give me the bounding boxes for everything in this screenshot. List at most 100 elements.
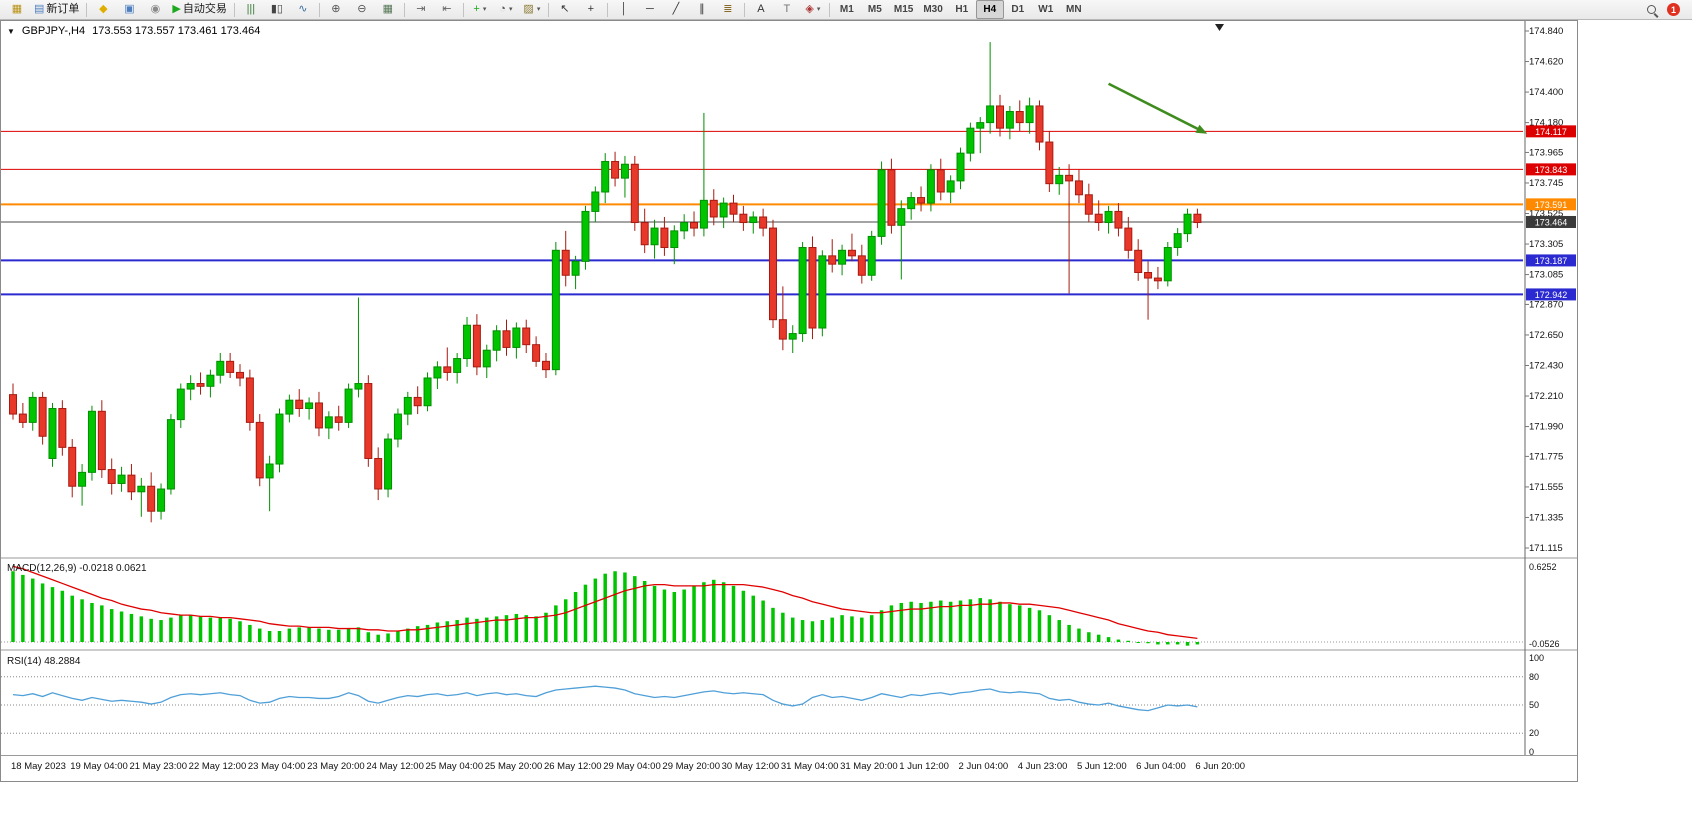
time-label: 19 May 04:00 [70, 761, 128, 772]
price-tick-label: 173.745 [1529, 178, 1563, 189]
macd-signal-line [12, 565, 1198, 639]
time-label: 18 May 2023 [11, 761, 66, 772]
toolbar-separator [86, 2, 88, 17]
fibonacci-icon: ≣ [723, 3, 733, 15]
zoom-in-button[interactable]: ⊕ [323, 0, 349, 19]
vertical-line-button[interactable]: │ [611, 0, 637, 19]
ohlc-values: 173.553 173.557 173.461 173.464 [92, 25, 261, 37]
price-tick-label: 172.650 [1529, 330, 1563, 341]
line-chart-icon: ∿ [298, 3, 308, 15]
rsi-axis-tick: 80 [1529, 672, 1539, 682]
new-order-button[interactable]: ▤ 新订单 [30, 0, 83, 19]
toolbar-separator [233, 2, 235, 17]
timeframe-h4-button[interactable]: H4 [975, 0, 1004, 19]
candlestick-chart-button[interactable]: ▮▯ [264, 0, 290, 19]
time-label: 22 May 12:00 [189, 761, 247, 772]
zoom-out-button[interactable]: ⊖ [349, 0, 375, 19]
periods-icon: ◔ [499, 3, 506, 15]
tile-windows-icon: ▦ [382, 3, 394, 15]
timeframe-m5-button[interactable]: M5 [867, 4, 882, 15]
bar-chart-icon: ||| [246, 3, 256, 15]
new-order-icon: ▤ [34, 3, 45, 15]
timeframe-mn-button[interactable]: MN [1066, 4, 1082, 15]
price-tick-label: 171.335 [1529, 512, 1563, 523]
auto-trading-button-label: 自动交易 [182, 3, 227, 15]
trendline-icon: ╱ [672, 3, 680, 15]
price-badge-172.942 [1526, 288, 1576, 301]
price-badge-text: 174.117 [1535, 127, 1567, 137]
cursor-button[interactable]: ↖ [552, 0, 578, 19]
toolbar-right: 1 [1645, 3, 1688, 17]
notification-badge[interactable]: 1 [1667, 3, 1680, 16]
periods-button[interactable]: ◔ ▾ [493, 0, 519, 19]
price-badge-174.117 [1526, 125, 1576, 138]
price-tick-label: 174.620 [1529, 57, 1563, 68]
time-label: 29 May 20:00 [662, 761, 720, 772]
indicators-button[interactable]: + ▾ [467, 0, 493, 19]
price-badge-text: 173.591 [1535, 200, 1568, 210]
metaeditor-icon: ◆ [99, 3, 108, 15]
collapse-triangle-icon[interactable]: ▼ [7, 26, 15, 36]
rsi-axis-tick: 100 [1529, 653, 1544, 663]
time-label: 26 May 12:00 [544, 761, 602, 772]
candlesticks [9, 42, 1202, 523]
timeframe-w1-button[interactable]: W1 [1038, 4, 1054, 15]
toolbar-separator [828, 2, 830, 17]
time-label: 6 Jun 04:00 [1136, 761, 1186, 772]
chart-canvas[interactable]: MACD(12,26,9) -0.0218 0.0621 0.6252 -0.052… [1, 21, 1577, 781]
price-badge-text: 173.187 [1535, 256, 1568, 266]
timeframe-h1-button[interactable]: H1 [955, 4, 969, 15]
templates-button[interactable]: ▨ ▾ [519, 0, 545, 19]
new-order-button-label: 新订单 [46, 3, 80, 15]
tile-windows-button[interactable]: ▦ [375, 0, 401, 19]
text-button[interactable]: A [748, 0, 774, 19]
price-tick-label: 173.965 [1529, 147, 1563, 158]
new-chart-button[interactable]: ▦ [4, 0, 30, 19]
timeframe-d1-button[interactable]: D1 [1011, 4, 1025, 15]
rsi-axis-tick: 50 [1529, 700, 1539, 710]
time-label: 25 May 20:00 [485, 761, 543, 772]
support-button[interactable]: ◉ [142, 0, 168, 19]
price-tick-label: 174.840 [1529, 26, 1563, 37]
text-label-button[interactable]: T [774, 0, 800, 19]
toolbar-separator [547, 2, 549, 17]
time-label: 31 May 04:00 [781, 761, 839, 772]
price-badge-173.187 [1526, 254, 1576, 267]
rsi-label: RSI(14) 48.2884 [7, 656, 81, 667]
annotation-arrow[interactable] [1107, 82, 1203, 133]
arrows-button[interactable]: ◈ ▾ [800, 0, 826, 19]
macd-axis-max: 0.6252 [1529, 562, 1557, 572]
rsi-line [12, 685, 1198, 712]
fibonacci-button[interactable]: ≣ [715, 0, 741, 19]
price-tick-label: 174.180 [1529, 118, 1563, 129]
bar-chart-button[interactable]: ||| [238, 0, 264, 19]
profiles-button[interactable]: ▣ [116, 0, 142, 19]
equidistant-channel-icon: ∥ [699, 3, 705, 15]
templates-icon: ▨ [523, 3, 534, 15]
toolbar: ▦ ▤ 新订单 ◆ ▣ ◉ ▶ 自动交易 ||| ▮▯ ∿ ⊕ ⊖ ▦ ⇥ ⇤ + ▾ ◔ ▾ ▨ ▾ ↖ + │ ─ ╱ ∥ ≣ A T ◈… [0, 0, 1692, 20]
line-chart-button[interactable]: ∿ [290, 0, 316, 19]
auto-scroll-button[interactable]: ⇥ [408, 0, 434, 19]
price-badge-173.843 [1526, 163, 1576, 176]
metaeditor-button[interactable]: ◆ [90, 0, 116, 19]
toolbar-separator [743, 2, 745, 17]
search-icon[interactable] [1645, 3, 1659, 17]
horizontal-line-button[interactable]: ─ [637, 0, 663, 19]
timeframe-m30-button[interactable]: M30 [923, 4, 943, 15]
support-icon: ◉ [150, 3, 161, 15]
crosshair-button[interactable]: + [578, 0, 604, 19]
cursor-icon: ↖ [560, 3, 570, 15]
toolbar-separator [462, 2, 464, 17]
time-label: 1 Jun 12:00 [899, 761, 949, 772]
timeframe-m15-button[interactable]: M15 [893, 4, 914, 15]
timeframe-m1-button[interactable]: M1 [839, 4, 854, 15]
chart-shift-marker-icon[interactable] [1215, 24, 1224, 31]
auto-trading-button[interactable]: ▶ 自动交易 [168, 0, 230, 19]
price-tick-label: 172.430 [1529, 360, 1563, 371]
equidistant-channel-button[interactable]: ∥ [689, 0, 715, 19]
chart-shift-button[interactable]: ⇤ [434, 0, 460, 19]
time-label: 23 May 04:00 [248, 761, 306, 772]
text-label-icon: T [783, 3, 791, 15]
chart-shift-icon: ⇤ [442, 3, 452, 15]
trendline-button[interactable]: ╱ [663, 0, 689, 19]
